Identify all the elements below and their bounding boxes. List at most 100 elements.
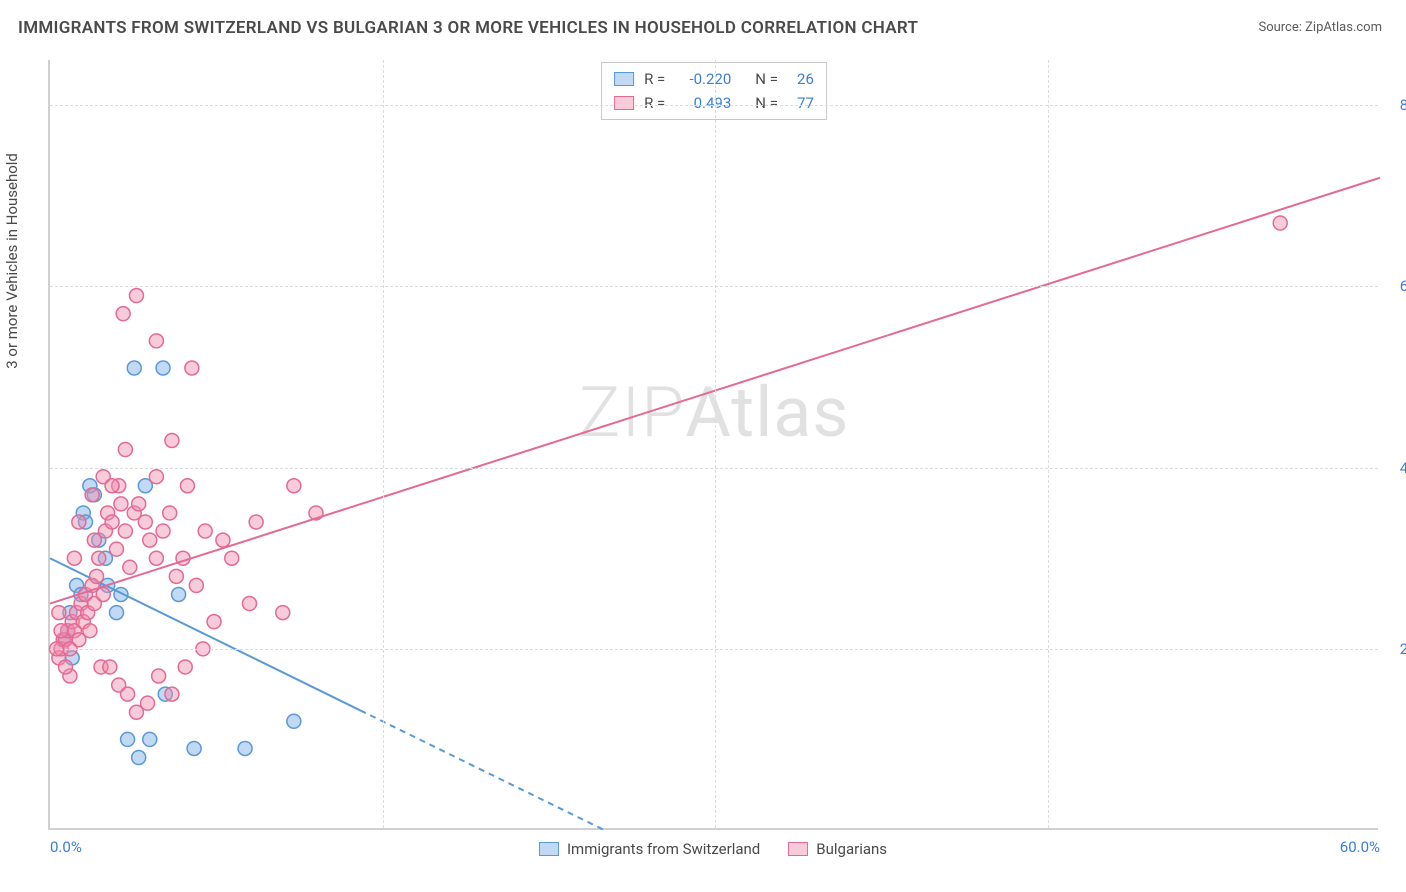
trend-line-dashed	[360, 710, 604, 830]
data-point	[149, 551, 163, 565]
data-point	[132, 751, 146, 765]
legend-r-label: R =	[644, 91, 665, 115]
legend-stats: R = -0.220 N = 26 R = 0.493 N = 77	[601, 62, 827, 120]
gridline-horizontal	[50, 649, 1378, 650]
data-point	[172, 587, 186, 601]
data-point	[216, 533, 230, 547]
source-link[interactable]: ZipAtlas.com	[1305, 20, 1382, 35]
source-attribution: Source: ZipAtlas.com	[1258, 20, 1382, 35]
legend-r-label: R =	[644, 67, 665, 91]
data-point	[207, 615, 221, 629]
legend-series-name: Bulgarians	[816, 840, 887, 858]
data-point	[1273, 216, 1287, 230]
data-point	[163, 506, 177, 520]
data-point	[85, 488, 99, 502]
data-point	[149, 334, 163, 348]
gridline-vertical	[1048, 60, 1049, 828]
data-point	[185, 361, 199, 375]
data-point	[54, 624, 68, 638]
data-point	[238, 741, 252, 755]
data-point	[152, 669, 166, 683]
data-point	[83, 624, 97, 638]
legend-r-value: -0.220	[675, 67, 731, 91]
gridline-vertical	[715, 60, 716, 828]
legend-n-label: N =	[755, 67, 778, 91]
data-point	[59, 660, 73, 674]
x-tick-label: 0.0%	[50, 838, 82, 856]
gridline-horizontal	[50, 468, 1378, 469]
legend-series-item: Bulgarians	[788, 840, 887, 858]
legend-n-value: 77	[788, 91, 814, 115]
data-point	[156, 361, 170, 375]
data-point	[105, 515, 119, 529]
gridline-vertical	[383, 60, 384, 828]
data-point	[67, 551, 81, 565]
data-point	[118, 524, 132, 538]
legend-series-item: Immigrants from Switzerland	[539, 840, 760, 858]
legend-swatch	[614, 96, 634, 110]
data-point	[276, 606, 290, 620]
plot-svg	[50, 60, 1378, 828]
data-point	[243, 597, 257, 611]
gridline-horizontal	[50, 286, 1378, 287]
legend-series-name: Immigrants from Switzerland	[567, 840, 760, 858]
legend-n-value: 26	[788, 67, 814, 91]
data-point	[110, 542, 124, 556]
data-point	[178, 660, 192, 674]
data-point	[96, 587, 110, 601]
source-prefix: Source:	[1258, 20, 1305, 35]
data-point	[156, 524, 170, 538]
data-point	[141, 696, 155, 710]
data-point	[116, 307, 130, 321]
data-point	[121, 687, 135, 701]
legend-swatch	[788, 842, 808, 856]
plot-region: ZIPAtlas R = -0.220N = 26R = 0.493N = 77…	[48, 60, 1378, 830]
data-point	[165, 687, 179, 701]
chart-title: IMMIGRANTS FROM SWITZERLAND VS BULGARIAN…	[18, 18, 918, 38]
y-tick-label: 80.0%	[1384, 96, 1406, 114]
gridline-horizontal	[50, 105, 1378, 106]
data-point	[127, 361, 141, 375]
data-point	[198, 524, 212, 538]
data-point	[121, 732, 135, 746]
data-point	[187, 741, 201, 755]
data-point	[287, 714, 301, 728]
legend-swatch	[614, 72, 634, 86]
legend-swatch	[539, 842, 559, 856]
data-point	[138, 515, 152, 529]
data-point	[92, 551, 106, 565]
data-point	[249, 515, 263, 529]
legend-stats-row: R = -0.220 N = 26	[614, 67, 814, 91]
data-point	[52, 606, 66, 620]
legend-r-value: 0.493	[675, 91, 731, 115]
legend-series: Immigrants from Switzerland Bulgarians	[539, 840, 887, 858]
y-tick-label: 40.0%	[1384, 459, 1406, 477]
data-point	[189, 578, 203, 592]
data-point	[149, 470, 163, 484]
data-point	[103, 660, 117, 674]
data-point	[169, 569, 183, 583]
data-point	[105, 479, 119, 493]
legend-stats-row: R = 0.493 N = 77	[614, 91, 814, 115]
data-point	[90, 569, 104, 583]
data-point	[87, 533, 101, 547]
y-tick-label: 60.0%	[1384, 277, 1406, 295]
data-point	[72, 515, 86, 529]
data-point	[123, 560, 137, 574]
chart-area: ZIPAtlas R = -0.220N = 26R = 0.493N = 77…	[48, 60, 1378, 830]
data-point	[132, 497, 146, 511]
x-tick-label: 60.0%	[1340, 838, 1380, 856]
data-point	[129, 289, 143, 303]
data-point	[118, 443, 132, 457]
data-point	[165, 433, 179, 447]
data-point	[143, 533, 157, 547]
y-tick-label: 20.0%	[1384, 640, 1406, 658]
data-point	[143, 732, 157, 746]
legend-n-label: N =	[755, 91, 778, 115]
data-point	[225, 551, 239, 565]
y-axis-label: 3 or more Vehicles in Household	[3, 153, 21, 369]
data-point	[287, 479, 301, 493]
data-point	[114, 497, 128, 511]
data-point	[180, 479, 194, 493]
data-point	[110, 606, 124, 620]
